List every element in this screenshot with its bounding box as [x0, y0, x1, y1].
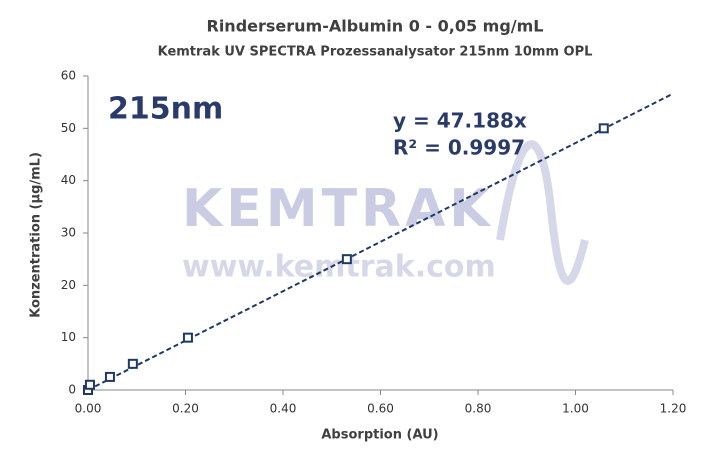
x-tick-label: 0.60	[367, 402, 394, 416]
y-tick-label: 0	[68, 383, 76, 397]
trendline	[87, 92, 674, 391]
y-tick-label: 30	[61, 226, 76, 240]
watermark-url: www.kemtrak.com	[182, 250, 496, 285]
y-tick-label: 20	[61, 278, 76, 292]
x-tick-label: 0.40	[270, 402, 297, 416]
point	[341, 254, 352, 265]
y-axis-label: Konzentration (µg/mL)	[29, 152, 44, 318]
x-tick-label: 0.20	[172, 402, 199, 416]
y-tick-label: 50	[61, 121, 76, 135]
y-tick-label: 40	[61, 173, 76, 187]
x-tick-label: 0.80	[465, 402, 492, 416]
x-tick-label: 1.00	[562, 402, 589, 416]
point	[127, 358, 138, 369]
watermark: KEMTRAK	[182, 179, 494, 239]
y-tick-label: 10	[61, 330, 76, 344]
chart-title: Rinderserum-Albumin 0 - 0,05 mg/mL	[207, 17, 544, 36]
point	[84, 379, 95, 390]
y-tick-label: 60	[61, 69, 76, 83]
chart-subtitle: Kemtrak UV SPECTRA Prozessanalysator 215…	[158, 45, 593, 60]
point	[104, 371, 115, 382]
trendline-equation: y = 47.188x	[393, 109, 527, 133]
point	[598, 123, 609, 134]
x-axis-label: Absorption (AU)	[321, 428, 438, 443]
x-tick-label: 0.00	[75, 402, 102, 416]
watermark-wave	[496, 140, 589, 285]
point	[182, 332, 193, 343]
wavelength-label: 215nm	[108, 92, 223, 127]
x-tick-label: 1.20	[660, 402, 687, 416]
trendline-r2: R² = 0.9997	[393, 136, 525, 160]
